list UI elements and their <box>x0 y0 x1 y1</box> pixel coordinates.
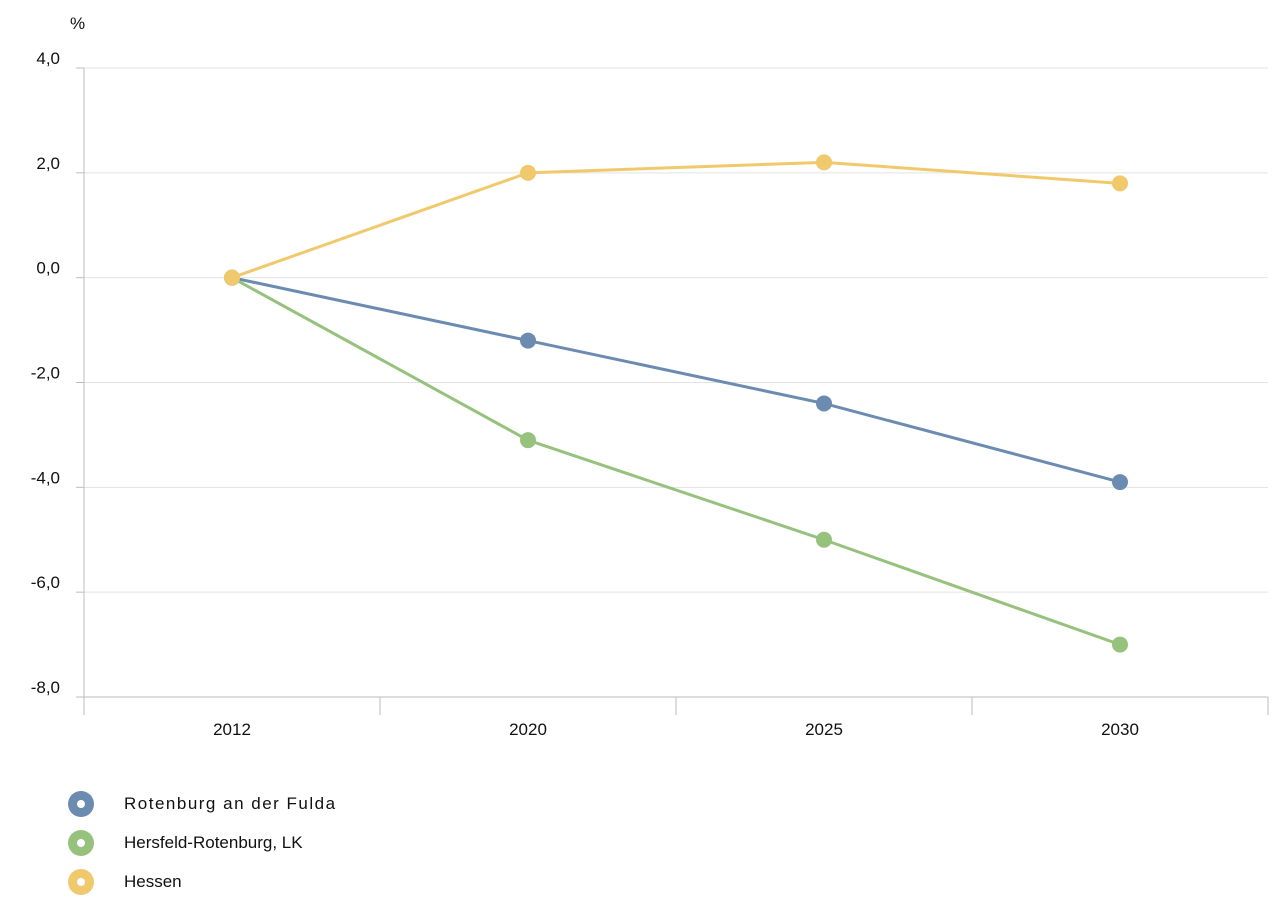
data-point[interactable] <box>520 164 536 181</box>
x-tick-label: 2030 <box>1101 720 1139 739</box>
axes <box>76 67 1269 715</box>
y-tick-label: -4,0 <box>31 468 60 487</box>
y-axis-unit-label: % <box>70 14 85 33</box>
data-point[interactable] <box>1112 474 1128 491</box>
y-tick-label: -8,0 <box>31 678 60 697</box>
y-tick-labels: 4,0 2,0 0,0 -2,0 -4,0 -6,0 -8,0 <box>31 49 60 697</box>
legend-marker-icon <box>68 790 94 817</box>
series-1 <box>224 269 1128 653</box>
y-tick-label: -2,0 <box>31 364 60 383</box>
gridlines <box>84 67 1268 698</box>
data-point[interactable] <box>224 269 240 286</box>
series-line <box>231 276 1121 484</box>
legend-item-hersfeld-rotenburg[interactable]: Hersfeld-Rotenburg, LK <box>68 823 337 862</box>
series-line <box>231 276 1121 646</box>
legend: Rotenburg an der Fulda Hersfeld-Rotenbur… <box>68 784 337 901</box>
data-point[interactable] <box>520 332 536 349</box>
y-tick-label: 2,0 <box>36 154 60 173</box>
x-tick-label: 2020 <box>509 720 547 739</box>
data-point[interactable] <box>816 531 832 548</box>
legend-marker-icon <box>68 868 94 895</box>
data-point[interactable] <box>1112 175 1128 192</box>
data-point[interactable] <box>816 395 832 412</box>
legend-item-rotenburg[interactable]: Rotenburg an der Fulda <box>68 784 337 823</box>
y-tick-label: 4,0 <box>36 49 60 68</box>
data-point[interactable] <box>816 154 832 171</box>
series-layer <box>224 154 1128 653</box>
y-tick-label: 0,0 <box>36 259 60 278</box>
legend-label: Hersfeld-Rotenburg, LK <box>124 832 303 852</box>
series-line <box>231 160 1121 280</box>
x-tick-labels: 2012 2020 2025 2030 <box>213 720 1139 739</box>
data-point[interactable] <box>520 432 536 449</box>
legend-label: Hessen <box>124 871 182 891</box>
series-2 <box>224 154 1128 286</box>
x-tick-label: 2025 <box>805 720 843 739</box>
series-0 <box>224 269 1128 491</box>
data-point[interactable] <box>1112 636 1128 653</box>
legend-item-hessen[interactable]: Hessen <box>68 862 337 901</box>
y-tick-label: -6,0 <box>31 573 60 592</box>
legend-label: Rotenburg an der Fulda <box>124 793 337 813</box>
legend-marker-icon <box>68 829 94 856</box>
x-tick-label: 2012 <box>213 720 251 739</box>
